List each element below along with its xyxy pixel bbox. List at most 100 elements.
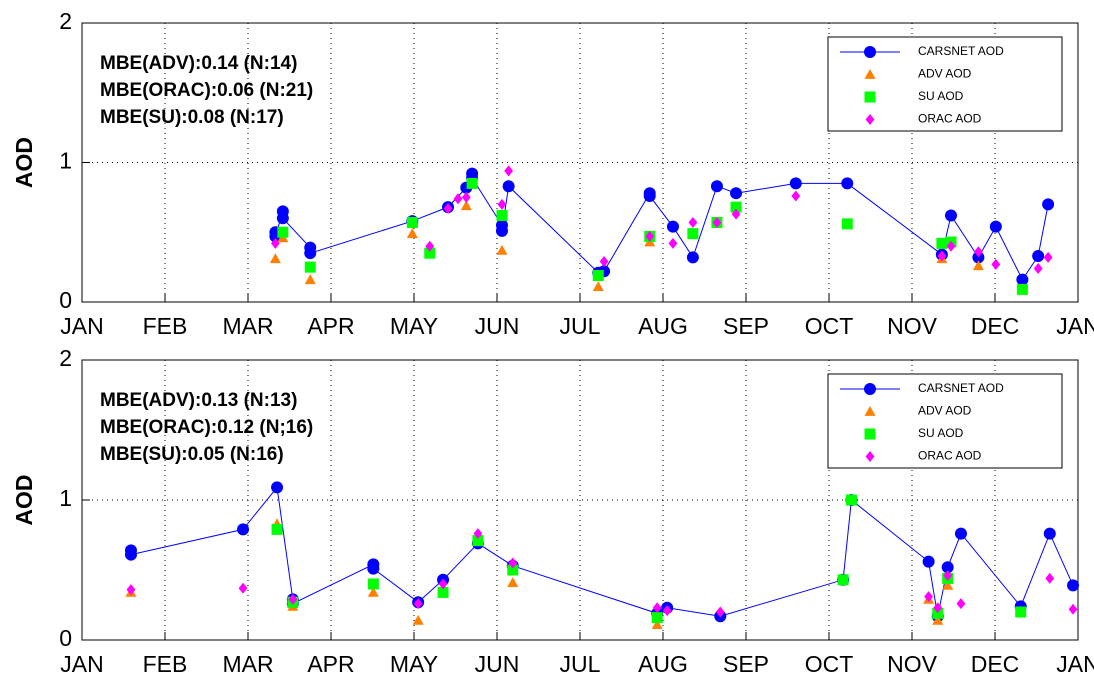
marker-diamond [652,602,662,614]
marker-diamond [1043,251,1053,263]
marker-circle [124,548,137,561]
marker-diamond [937,250,947,262]
marker-diamond [668,237,678,249]
legend: CARSNET AOD ADV AOD SU AOD ORAC AOD [827,373,1063,469]
marker-diamond [443,203,453,215]
marker-triangle [304,274,316,285]
marker-circle [367,562,380,575]
legend-label: ORAC AOD [918,449,982,463]
marker-circle [1067,579,1080,592]
marker-diamond [1033,263,1043,275]
marker-diamond [288,593,298,605]
marker-diamond [508,557,518,569]
marker-square [864,428,876,440]
marker-diamond [712,216,722,228]
panel: 0 1 2 JAN FEB MAR APR MAY JUN JUL AUG SEP OCT NOV DEC J… [11,8,1094,339]
marker-triangle [367,586,379,597]
marker-circle [1032,249,1045,262]
marker-circle [502,180,515,193]
series-line [130,486,1074,617]
marker-triangle [269,253,281,264]
marker-square [837,574,849,586]
marker-diamond [865,451,875,462]
annotation: MBE(ORAC):0.12 (N;16) [100,417,313,438]
x-tick-label: FEB [143,651,188,677]
marker-diamond [924,591,933,603]
x-tick-label: JUN [475,651,520,677]
legend: CARSNET AOD ADV AOD SU AOD ORAC AOD [827,36,1063,132]
marker-diamond [943,570,953,582]
x-tick-label: JAN [1056,651,1094,677]
marker-square [651,612,663,624]
x-tick-label: APR [307,313,354,339]
marker-circle [1043,527,1056,540]
marker-square [841,218,853,230]
legend-label: SU AOD [918,426,964,440]
marker-triangle [864,69,876,79]
marker-circle [304,247,317,260]
legend-label: SU AOD [918,89,964,103]
x-tick-label: JUL [560,651,601,677]
marker-triangle [496,244,508,255]
annotation: MBE(ORAC):0.06 (N:21) [100,80,313,101]
x-tick-label: FEB [143,313,188,339]
annotation: MBE(SU):0.05 (N:16) [100,444,284,465]
marker-circle [789,177,802,190]
marker-square [932,607,944,619]
y-tick-label: 1 [59,485,72,511]
marker-square [466,177,478,189]
marker-diamond [453,193,463,205]
x-tick-label: AUG [638,651,688,677]
y-axis-label: AOD [11,474,37,525]
marker-circle [237,523,250,536]
x-tick-label: JAN [60,651,103,677]
marker-diamond [933,602,943,614]
x-tick-label: NOV [887,313,938,339]
marker-square [496,210,508,222]
annotation: MBE(ADV):0.14 (N:14) [100,53,297,74]
marker-circle [730,187,743,200]
marker-circle [1042,198,1055,211]
marker-diamond [413,598,423,610]
marker-square [472,535,484,547]
marker-triangle [972,260,984,271]
marker-diamond [238,582,248,594]
marker-circle [643,189,656,202]
marker-diamond [974,246,983,258]
marker-circle [989,220,1002,233]
marker-circle [495,224,508,237]
marker-circle [710,180,723,193]
marker-diamond [956,598,966,610]
marker-circle [922,555,935,568]
legend-label: ADV AOD [918,67,972,81]
marker-square [730,201,742,213]
marker-diamond [715,606,725,618]
marker-triangle [406,228,418,239]
marker-circle [864,46,876,58]
y-tick-label: 0 [59,625,72,651]
marker-circle [864,383,876,395]
marker-circle [841,177,854,190]
x-tick-label: DEC [971,313,1020,339]
annotation: MBE(SU):0.08 (N:17) [100,107,284,128]
x-tick-label: MAY [390,313,438,339]
x-tick-label: AUG [638,313,688,339]
marker-circle [271,481,284,494]
y-tick-label: 1 [59,148,72,174]
panel: 0 1 2 JAN FEB MAR APR MAY JUN JUL AUG SEP OCT NOV DEC J… [11,345,1094,677]
marker-circle [1016,273,1029,286]
marker-triangle [932,614,944,625]
marker-circle [945,209,958,222]
marker-circle [276,212,289,225]
marker-diamond [991,258,1001,270]
x-tick-label: JAN [1056,313,1094,339]
x-tick-label: JUN [475,313,520,339]
legend-label: CARSNET AOD [918,381,1004,395]
marker-diamond [270,237,280,249]
marker-triangle [412,614,424,625]
marker-square [687,228,699,240]
marker-triangle [651,619,663,629]
legend-label: ORAC AOD [918,112,982,126]
marker-diamond [688,216,698,228]
